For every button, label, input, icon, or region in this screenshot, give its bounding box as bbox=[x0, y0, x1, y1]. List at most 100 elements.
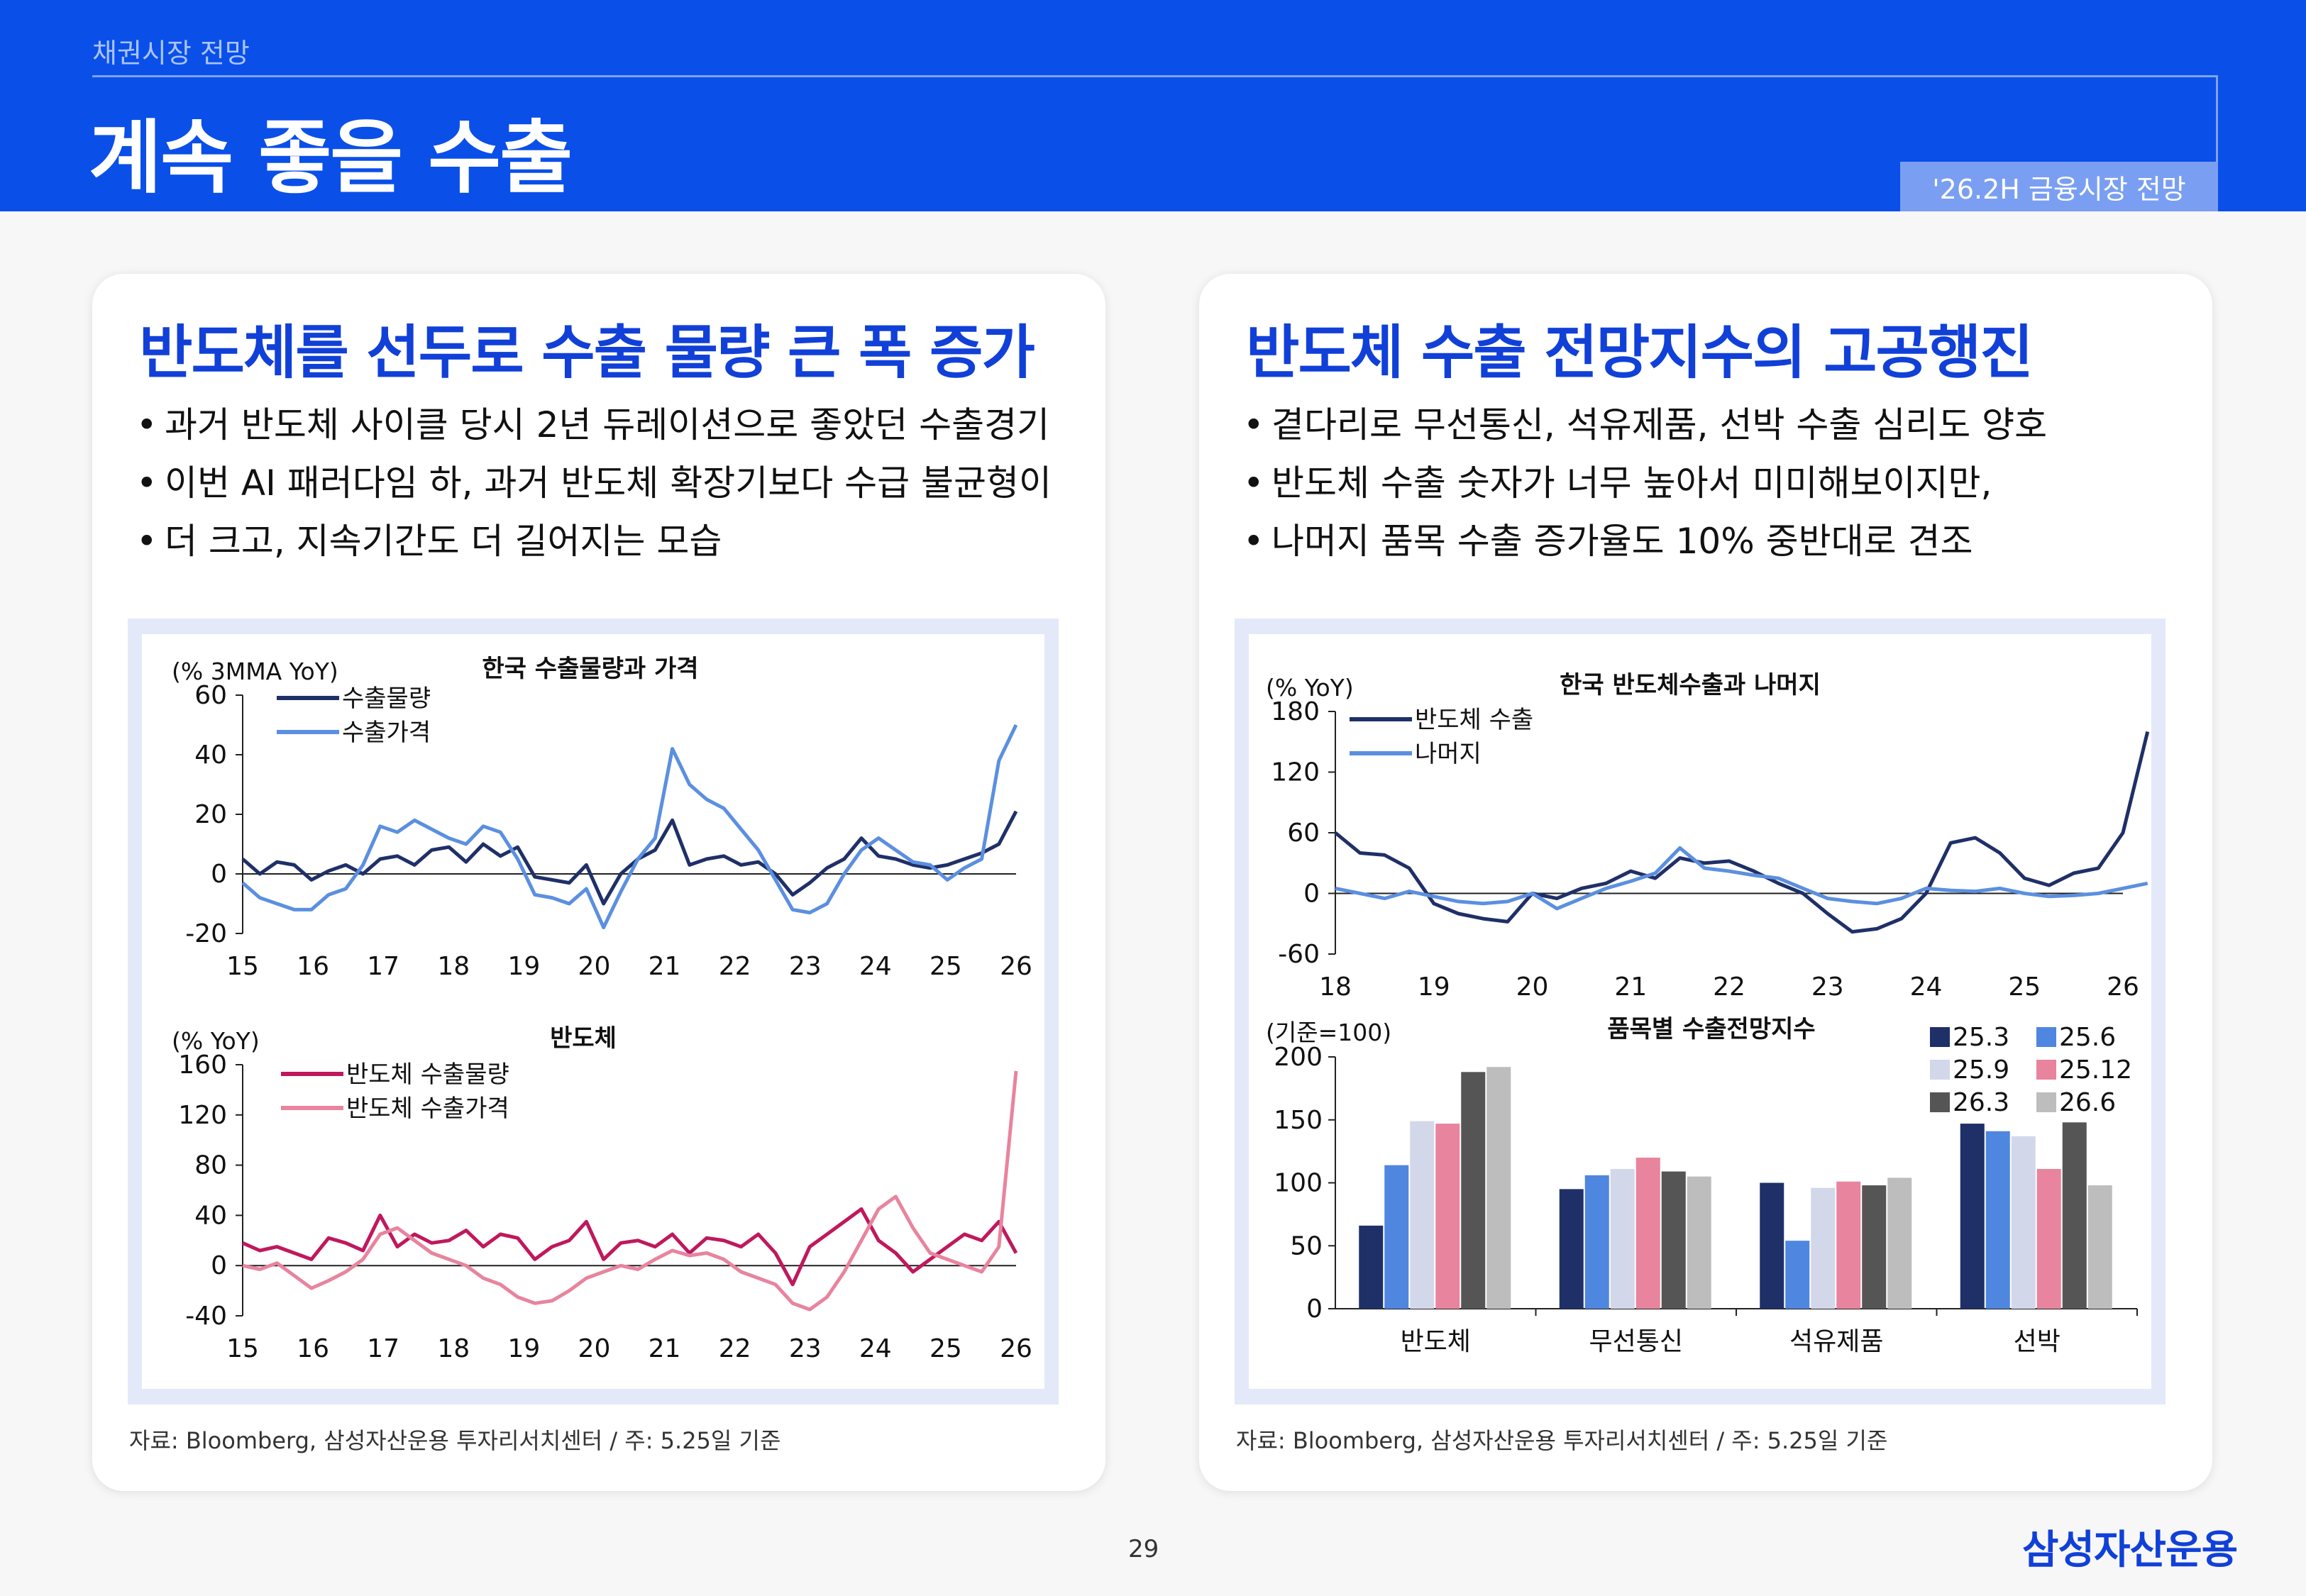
chart-title: 반도체 bbox=[550, 1024, 617, 1053]
y-tick-label: -20 bbox=[185, 919, 227, 948]
y-tick-label: 0 bbox=[211, 1251, 227, 1280]
x-tick-label: 16 bbox=[297, 952, 329, 981]
y-tick-label: 120 bbox=[1271, 758, 1320, 787]
right-source-note: 자료: Bloomberg, 삼성자산운용 투자리서치센터 / 주: 5.25일… bbox=[1236, 1427, 1888, 1454]
legend-label: 수출가격 bbox=[342, 719, 431, 747]
left-chart-panel: (% 3MMA YoY) 한국 수출물량과 가격 -20 0 20 40 60 15 16 17 1… bbox=[128, 619, 1059, 1404]
x-tick-label: 25 bbox=[929, 1334, 962, 1363]
header-divider bbox=[92, 75, 2218, 77]
x-tick-label: 24 bbox=[859, 1334, 892, 1363]
chart-unit-label: (% YoY) bbox=[1266, 674, 1354, 702]
report-badge: '26.2H 금융시장 전망 bbox=[1900, 162, 2218, 211]
left-card: 반도체를 선두로 수출 물량 큰 폭 증가 과거 반도체 사이클 당시 2년 듀… bbox=[92, 274, 1105, 1491]
y-tick-label: 40 bbox=[194, 1201, 227, 1230]
left-bullets: 과거 반도체 사이클 당시 2년 듀레이션으로 좋았던 수출경기 이번 AI 패… bbox=[136, 396, 1052, 570]
legend-swatch bbox=[2036, 1027, 2056, 1047]
y-tick-label: -60 bbox=[1278, 940, 1320, 969]
legend-swatch bbox=[2036, 1092, 2056, 1112]
x-tick-label: 19 bbox=[1418, 972, 1450, 1002]
bar bbox=[1635, 1158, 1660, 1309]
legend-swatch bbox=[2036, 1060, 2056, 1080]
bullet-continuation-text: 나머지 품목 수출 증가율도 10% 중반대로 견조 bbox=[1271, 521, 1973, 562]
x-tick-label: 24 bbox=[1910, 972, 1943, 1002]
x-tick-label: 22 bbox=[719, 1334, 751, 1363]
x-tick-label: 23 bbox=[789, 1334, 822, 1363]
right-card-title: 반도체 수출 전망지수의 고공행진 bbox=[1246, 319, 2034, 387]
x-tick-label: 19 bbox=[507, 952, 540, 981]
section-tag: 채권시장 전망 bbox=[92, 38, 250, 69]
bullet-item: 이번 AI 패러다임 하, 과거 반도체 확장기보다 수급 불균형이 bbox=[136, 454, 1052, 512]
series-line bbox=[1335, 846, 2148, 911]
x-tick-label: 21 bbox=[649, 952, 681, 981]
bar bbox=[1687, 1176, 1711, 1309]
header-bar: 채권시장 전망 계속 좋을 수출 '26.2H 금융시장 전망 bbox=[0, 0, 2306, 211]
bar bbox=[1359, 1225, 1384, 1309]
bar bbox=[1584, 1175, 1609, 1309]
bullet-item: 과거 반도체 사이클 당시 2년 듀레이션으로 좋았던 수출경기 bbox=[136, 396, 1052, 454]
left-chart-area: (% 3MMA YoY) 한국 수출물량과 가격 -20 0 20 40 60 15 16 17 1… bbox=[142, 634, 1044, 1389]
page-title: 계속 좋을 수출 bbox=[89, 112, 573, 204]
x-tick-label: 무선통신 bbox=[1589, 1327, 1683, 1356]
chart-title: 한국 반도체수출과 나머지 bbox=[1560, 671, 1821, 699]
x-tick-label: 21 bbox=[649, 1334, 681, 1363]
y-tick-label: 40 bbox=[194, 741, 227, 770]
y-tick-label: 160 bbox=[178, 1051, 227, 1080]
legend-swatch bbox=[1930, 1060, 1950, 1080]
bar bbox=[2087, 1185, 2112, 1309]
legend-label: 반도체 수출가격 bbox=[346, 1095, 509, 1123]
y-tick-label: 0 bbox=[1306, 1295, 1323, 1324]
chart-title: 품목별 수출전망지수 bbox=[1607, 1015, 1815, 1043]
bar bbox=[1486, 1067, 1511, 1309]
bar bbox=[1862, 1185, 1887, 1309]
x-tick-label: 20 bbox=[1516, 972, 1549, 1002]
company-logo: 삼성자산운용 bbox=[2022, 1527, 2238, 1573]
series-line bbox=[241, 1207, 1018, 1287]
left-charts-svg: (% 3MMA YoY) 한국 수출물량과 가격 -20 0 20 40 60 15 16 17 1… bbox=[172, 655, 1032, 1363]
x-tick-label: 21 bbox=[1614, 972, 1647, 1002]
bullet-item: 반도체 수출 숫자가 너무 높아서 미미해보이지만, bbox=[1243, 454, 2047, 512]
legend-label: 25.3 bbox=[1953, 1023, 2009, 1052]
x-tick-label: 20 bbox=[578, 1334, 611, 1363]
bar bbox=[1760, 1182, 1784, 1309]
x-tick-label: 26 bbox=[1000, 1334, 1032, 1363]
chart-title: 한국 수출물량과 가격 bbox=[482, 655, 698, 683]
bar bbox=[1960, 1124, 1985, 1309]
x-tick-label: 26 bbox=[1000, 952, 1032, 981]
right-chart-panel: (% YoY) 한국 반도체수출과 나머지 -60 0 60 120 180 18 19 20 21… bbox=[1235, 619, 2166, 1404]
x-tick-label: 23 bbox=[1811, 972, 1844, 1002]
x-tick-label: 17 bbox=[367, 952, 399, 981]
x-tick-label: 18 bbox=[1319, 972, 1352, 1002]
legend-label: 25.12 bbox=[2059, 1055, 2132, 1085]
y-tick-label: 150 bbox=[1274, 1106, 1323, 1135]
bullet-continuation-text: 더 크고, 지속기간도 더 길어지는 모습 bbox=[165, 521, 722, 562]
y-tick-label: 120 bbox=[178, 1101, 227, 1130]
bar bbox=[1836, 1181, 1861, 1309]
bar bbox=[1410, 1121, 1435, 1309]
y-tick-label: 50 bbox=[1290, 1231, 1323, 1260]
x-tick-label: 25 bbox=[929, 952, 962, 981]
left-source-note: 자료: Bloomberg, 삼성자산운용 투자리서치센터 / 주: 5.25일… bbox=[129, 1427, 781, 1454]
bar bbox=[2011, 1136, 2036, 1309]
header-divider-vertical bbox=[2216, 75, 2218, 163]
legend-label: 26.6 bbox=[2059, 1088, 2116, 1117]
series-line bbox=[241, 810, 1018, 906]
x-tick-label: 15 bbox=[226, 1334, 259, 1363]
bar bbox=[2062, 1122, 2087, 1309]
bar bbox=[1887, 1177, 1912, 1309]
x-tick-label: 16 bbox=[297, 1334, 329, 1363]
legend-label: 반도체 수출 bbox=[1415, 706, 1533, 734]
y-tick-label: -40 bbox=[185, 1302, 227, 1331]
series-line bbox=[1334, 731, 2150, 934]
legend-label: 나머지 bbox=[1415, 740, 1482, 768]
x-tick-label: 반도체 bbox=[1401, 1327, 1471, 1356]
chart-unit-label: (기준=100) bbox=[1266, 1019, 1391, 1046]
chart-unit-label: (% YoY) bbox=[172, 1027, 260, 1055]
y-tick-label: 100 bbox=[1274, 1169, 1323, 1198]
left-card-title: 반도체를 선두로 수출 물량 큰 폭 증가 bbox=[139, 319, 1035, 387]
series-line bbox=[241, 724, 1018, 930]
x-tick-label: 25 bbox=[2008, 972, 2041, 1002]
x-tick-label: 20 bbox=[578, 952, 611, 981]
legend-swatch bbox=[1930, 1092, 1950, 1112]
y-tick-label: 200 bbox=[1274, 1043, 1323, 1072]
y-tick-label: 80 bbox=[194, 1151, 227, 1180]
